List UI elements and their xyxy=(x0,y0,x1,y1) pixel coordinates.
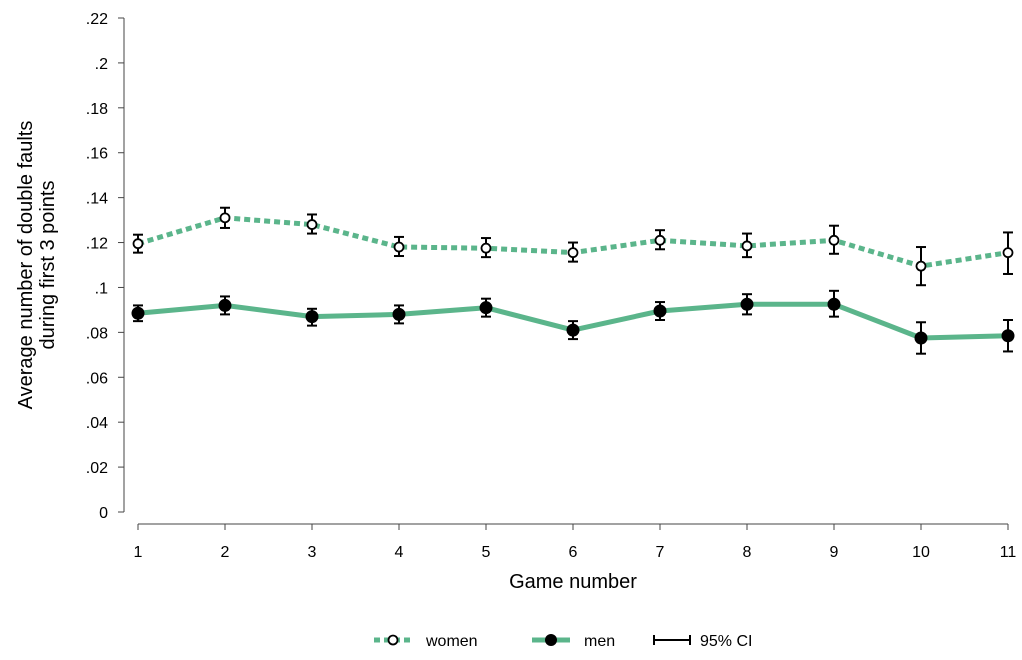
y-axis-label-line: Average number of double faults xyxy=(15,121,37,410)
legend-label: women xyxy=(425,633,478,650)
legend-label: 95% CI xyxy=(700,633,752,650)
legend-label: men xyxy=(584,633,615,650)
data-point-women xyxy=(1002,247,1014,259)
data-point-women xyxy=(219,212,231,224)
y-axis-label-line: during first 3 points xyxy=(37,181,59,350)
data-point-women xyxy=(480,242,492,254)
y-tick-label: .22 xyxy=(86,11,108,28)
series-layer xyxy=(131,206,1015,355)
data-point-men xyxy=(914,331,928,345)
x-axis-label: Game number xyxy=(509,571,637,593)
data-point-men xyxy=(392,307,406,321)
y-tick-label: .02 xyxy=(86,460,108,477)
y-tick-label: .12 xyxy=(86,236,108,253)
data-point-women xyxy=(654,234,666,246)
x-tick-label: 2 xyxy=(221,544,230,561)
x-tick-label: 6 xyxy=(569,544,578,561)
data-point-women xyxy=(915,260,927,272)
legend: women men 95% CI xyxy=(374,633,752,650)
data-point-men xyxy=(218,298,232,312)
data-point-men xyxy=(827,297,841,311)
data-point-men xyxy=(479,301,493,315)
axes: 0 .02 .04 .06 .08 .1 .12 .14 .16 .18 .2 .22 1 2 3 4 5 6 7 8… xyxy=(15,11,1016,593)
y-tick-label: .16 xyxy=(86,146,108,163)
y-tick-label: .04 xyxy=(86,415,108,432)
y-tick-label: .2 xyxy=(95,56,108,73)
data-point-men xyxy=(305,310,319,324)
x-tick-label: 8 xyxy=(743,544,752,561)
legend-item-women: women xyxy=(374,633,478,650)
data-point-men xyxy=(653,304,667,318)
x-tick-label: 10 xyxy=(912,544,930,561)
data-point-men xyxy=(1001,329,1015,343)
series-women xyxy=(132,206,1014,287)
series-men xyxy=(131,289,1015,355)
x-tick-label: 5 xyxy=(482,544,491,561)
x-tick-label: 11 xyxy=(1000,544,1017,561)
x-tick-label: 1 xyxy=(134,544,143,561)
y-tick-label: .08 xyxy=(86,325,108,342)
data-point-women xyxy=(306,219,318,230)
x-tick-label: 3 xyxy=(308,544,317,561)
y-tick-label: .14 xyxy=(86,191,108,208)
legend-item-men: men xyxy=(532,633,615,650)
y-tick-label: .18 xyxy=(86,101,108,118)
data-point-women xyxy=(741,240,753,252)
y-tick-label: .06 xyxy=(86,370,108,387)
data-point-women xyxy=(828,234,840,246)
y-axis-label: Average number of double faultsduring fi… xyxy=(15,121,59,410)
legend-item-ci: 95% CI xyxy=(653,633,752,650)
data-point-men xyxy=(740,297,754,311)
data-point-men xyxy=(566,323,580,337)
x-tick-label: 4 xyxy=(395,544,404,561)
x-tick-label: 7 xyxy=(656,544,665,561)
data-point-women xyxy=(567,247,579,259)
legend-marker-women xyxy=(387,634,399,646)
data-point-women xyxy=(132,238,144,250)
legend-marker-men xyxy=(545,634,557,646)
data-point-men xyxy=(131,306,145,320)
y-tick-label: .1 xyxy=(95,280,108,297)
y-tick-label: 0 xyxy=(99,505,108,522)
data-point-women xyxy=(393,241,405,253)
x-tick-label: 9 xyxy=(830,544,839,561)
